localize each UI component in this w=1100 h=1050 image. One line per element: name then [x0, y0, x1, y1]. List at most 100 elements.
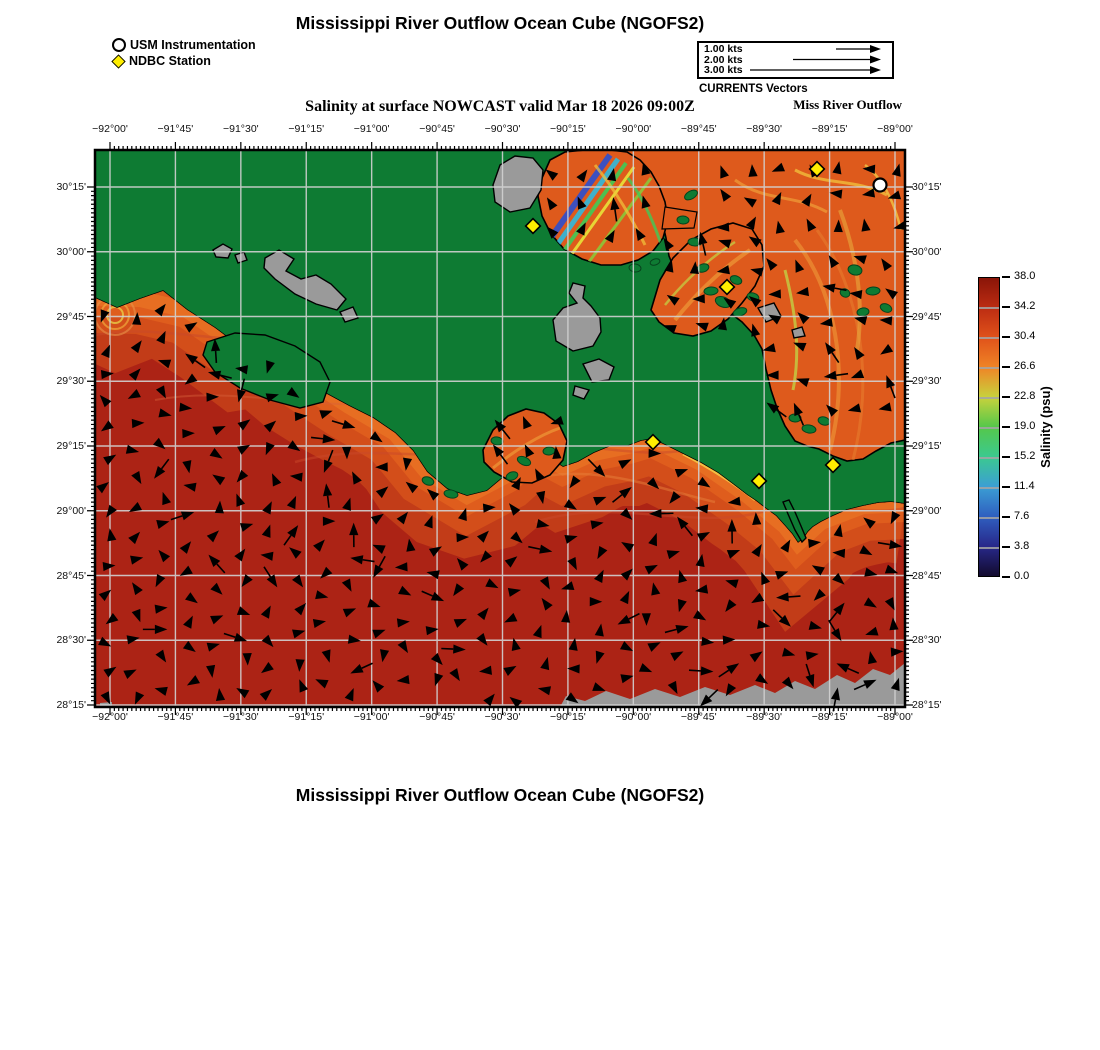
current-arrow	[766, 402, 780, 414]
current-arrow	[621, 541, 635, 553]
lat-tick-label-right: 28°45'	[912, 569, 942, 582]
current-arrow	[768, 314, 782, 325]
current-arrow	[130, 340, 142, 354]
current-arrow	[106, 504, 117, 518]
current-vectors-layer	[96, 161, 907, 712]
current-arrow	[678, 569, 688, 584]
current-arrow	[100, 370, 114, 380]
colorbar-tick	[1002, 336, 1010, 338]
current-arrow	[567, 664, 580, 674]
current-arrow	[210, 582, 223, 595]
current-arrow	[539, 544, 553, 554]
colorbar-tick	[1002, 456, 1010, 458]
current-arrow	[299, 679, 309, 693]
current-arrow	[349, 522, 359, 536]
vector-key-arrows	[750, 45, 881, 74]
current-arrow	[647, 642, 661, 652]
current-arrow	[155, 574, 166, 588]
current-arrow	[342, 497, 351, 511]
current-arrow	[594, 623, 604, 637]
gray-islet	[212, 243, 233, 259]
current-arrow	[453, 644, 466, 654]
current-arrow	[206, 530, 219, 543]
lat-tick-label-left: 29°15'	[56, 440, 86, 452]
current-arrow	[766, 258, 778, 271]
current-arrow	[886, 375, 896, 389]
current-arrow	[184, 322, 198, 333]
current-arrow	[823, 370, 837, 380]
current-arrow	[590, 520, 604, 530]
current-arrow	[402, 457, 413, 471]
current-arrow	[235, 365, 249, 375]
current-arrow	[492, 444, 505, 458]
current-arrow	[725, 683, 737, 697]
lon-tick-label-top: −89°15'	[811, 123, 848, 135]
gray-islet	[791, 326, 806, 339]
current-arrow	[697, 476, 711, 488]
current-arrow	[289, 547, 302, 559]
current-arrow	[103, 666, 117, 678]
current-arrow	[241, 574, 253, 587]
current-arrow	[507, 587, 522, 597]
current-arrow	[428, 546, 443, 557]
current-arrow	[567, 556, 577, 571]
current-arrow	[182, 429, 195, 439]
current-arrow	[700, 666, 714, 676]
current-arrow	[677, 598, 687, 613]
current-arrow	[342, 608, 357, 618]
current-arrow	[485, 578, 499, 589]
current-arrow	[595, 650, 605, 664]
colorbar-tick-label: 34.2	[1014, 300, 1036, 312]
station-legend: USM Instrumentation NDBC Station	[111, 37, 256, 69]
current-arrow	[720, 165, 729, 179]
current-arrow	[700, 694, 713, 707]
current-arrow	[372, 629, 386, 639]
current-arrow	[522, 416, 532, 430]
vector-key-2kt-label: 2.00 kts	[704, 53, 743, 66]
current-arrow	[890, 511, 901, 525]
current-arrow	[312, 618, 327, 629]
current-arrow	[610, 197, 620, 211]
gray-islet	[582, 358, 615, 383]
current-arrow	[861, 218, 871, 232]
lat-tick-label-right: 29°30'	[912, 375, 942, 388]
current-arrow	[372, 680, 385, 693]
current-arrow	[833, 602, 845, 616]
colorbar-tick	[1002, 396, 1010, 398]
current-arrow	[102, 562, 116, 572]
current-arrow	[782, 647, 796, 657]
current-arrow	[695, 584, 709, 594]
current-arrow	[648, 508, 662, 519]
current-arrow	[825, 342, 836, 356]
current-arrow	[836, 663, 850, 673]
map-panel	[85, 140, 915, 717]
footer-title: Mississippi River Outflow Ocean Cube (NG…	[295, 785, 705, 805]
gray-seafloor-band	[560, 663, 905, 707]
lon-tick-label-top: −89°30'	[746, 123, 782, 135]
current-arrow	[751, 592, 765, 604]
current-arrow	[725, 599, 737, 613]
current-arrow	[793, 342, 807, 352]
current-arrow	[262, 501, 272, 515]
current-arrow	[430, 652, 443, 666]
lon-tick-label-bottom: −92°00'	[92, 711, 128, 723]
current-arrow	[646, 477, 660, 490]
current-arrow	[751, 323, 761, 337]
plot-subtitle: Salinity at surface NOWCAST valid Mar 18…	[305, 98, 695, 115]
current-arrow	[234, 548, 246, 562]
current-arrow	[762, 343, 776, 353]
lat-tick-label-left: 28°15'	[56, 699, 86, 711]
current-arrow	[546, 226, 559, 239]
marsh-islands	[421, 189, 893, 499]
current-arrow	[695, 553, 705, 568]
current-arrow	[830, 687, 840, 701]
usm-station-marker	[872, 177, 888, 193]
marsh-speck	[703, 286, 719, 296]
current-arrow	[380, 649, 390, 663]
current-arrow	[604, 229, 615, 244]
current-arrow	[208, 554, 221, 567]
current-arrow	[483, 693, 495, 707]
colorbar: 38.0 34.2 30.4 26.6 22.8 19.0 15.2 11.4 7.6 3.8 0.…	[978, 270, 1068, 582]
current-arrow	[107, 528, 117, 542]
current-arrow	[321, 649, 331, 663]
